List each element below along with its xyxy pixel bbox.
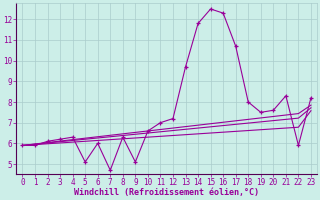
X-axis label: Windchill (Refroidissement éolien,°C): Windchill (Refroidissement éolien,°C) xyxy=(74,188,259,197)
